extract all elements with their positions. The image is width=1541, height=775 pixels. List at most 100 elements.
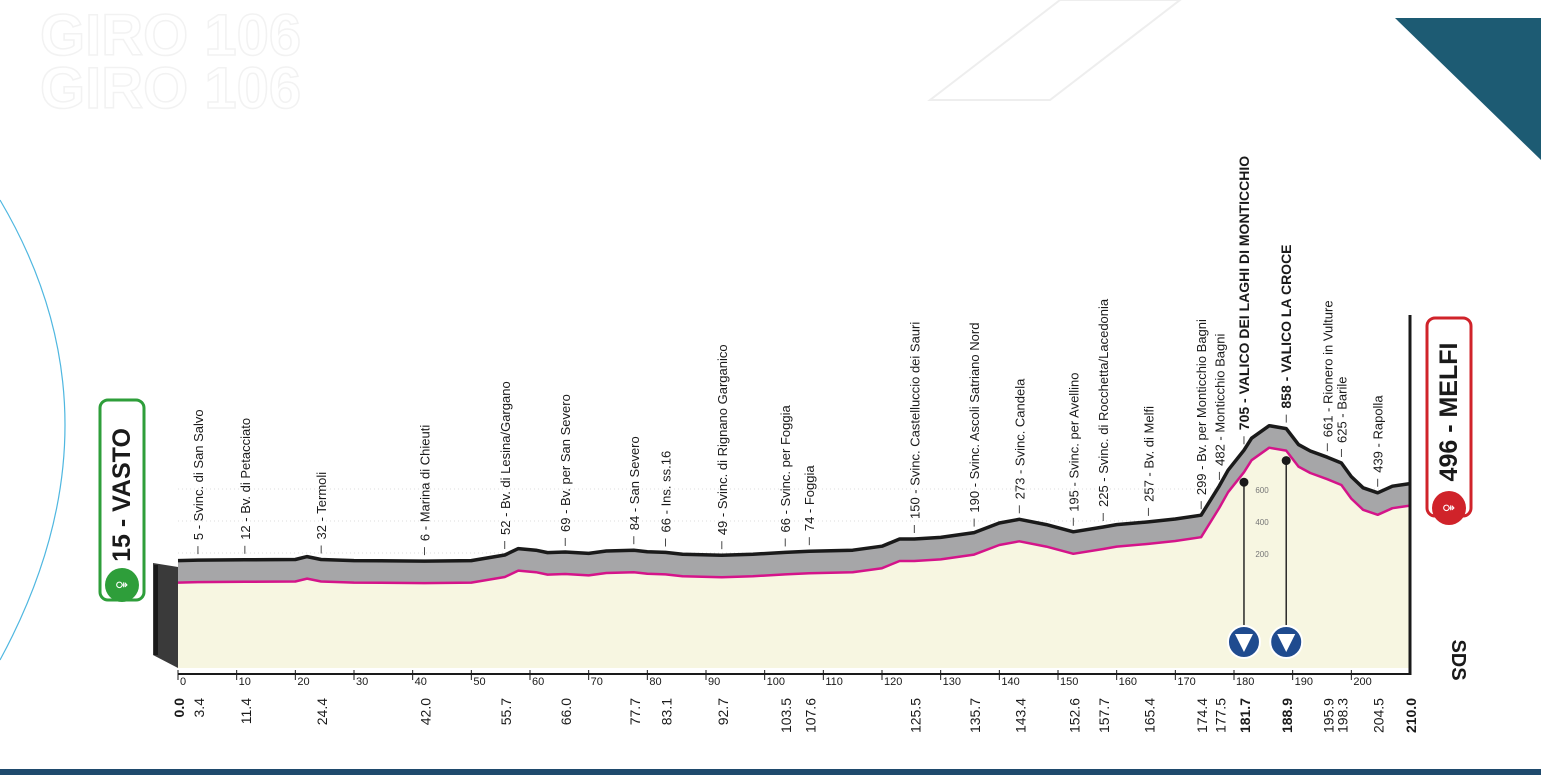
x-tick-label: 60: [532, 676, 544, 688]
location-label: 439 - Rapolla: [1371, 395, 1386, 473]
km-marker-label: 135.7: [967, 698, 983, 733]
finish-badge: ⚩ 496 - MELFI: [1425, 316, 1473, 525]
cyclist-finish-icon: [1432, 491, 1466, 525]
km-marker-label: 3.4: [191, 698, 207, 718]
x-tick-label: 170: [1177, 676, 1195, 688]
sds-logo: SDS: [1447, 639, 1469, 680]
location-label: 257 - Bv. di Melfi: [1141, 406, 1156, 502]
y-tick-label: 200: [1255, 550, 1269, 559]
km-marker-label: 181.7: [1237, 698, 1253, 733]
decor-triangle: [927, 0, 1182, 101]
x-tick-label: 30: [356, 676, 368, 688]
corner-texture-triangle: [1395, 18, 1541, 160]
km-marker-label: 165.4: [1141, 698, 1157, 733]
location-label: 49 - Svinc. di Rignano Garganico: [715, 344, 730, 535]
decor-arc-left: [0, 199, 66, 661]
km-marker-label: 125.5: [907, 698, 923, 733]
location-label: 225 - Svinc. di Rocchetta/Lacedonia: [1096, 298, 1111, 507]
km-marker-label: 83.1: [659, 698, 675, 725]
x-tick-label: 100: [767, 676, 785, 688]
km-marker-label: 103.5: [778, 698, 794, 733]
km-marker-label: 195.9: [1320, 698, 1336, 733]
location-label: 84 - San Severo: [627, 436, 642, 530]
x-tick-label: 70: [591, 676, 603, 688]
x-tick-label: 160: [1119, 676, 1137, 688]
x-tick-label: 130: [943, 676, 961, 688]
x-tick-label: 180: [1236, 676, 1254, 688]
km-marker-label: 107.6: [802, 698, 818, 733]
elevation-pink-line: [177, 446, 1411, 585]
location-label: 273 - Svinc. Candela: [1012, 378, 1027, 499]
sprint-pin-dot: [1239, 477, 1249, 487]
location-label: 32 - Termoli: [314, 472, 329, 540]
km-marker-label: 177.5: [1212, 698, 1228, 733]
km-marker-label: 92.7: [715, 698, 731, 725]
km-marker-label: 198.3: [1334, 698, 1350, 733]
start-block: [153, 563, 178, 668]
start-label: 15 - VASTO: [108, 428, 136, 562]
km-marker-label: 77.7: [627, 698, 643, 725]
watermark-giro: GIRO 106: [40, 56, 301, 121]
location-label: 6 - Marina di Chieuti: [417, 425, 432, 541]
x-tick-label: 140: [1001, 676, 1019, 688]
location-label: 74 - Foggia: [802, 465, 817, 532]
location-label: 5 - Svinc. di San Salvo: [191, 409, 206, 540]
cyclist-start-icon: [105, 568, 139, 602]
km-marker-label: 0.0: [171, 698, 187, 718]
y-tick-label: 400: [1255, 518, 1269, 527]
location-label: 705 - VALICO DEI LAGHI DI MONTICCHIO: [1236, 156, 1252, 430]
location-label: 195 - Svinc. per Avellino: [1066, 373, 1081, 512]
profile-plot: [153, 315, 1412, 675]
location-label: 482 - Monticchio Bagni: [1212, 334, 1227, 466]
road-line: [177, 423, 1411, 563]
location-label: 190 - Svinc. Ascoli Satriano Nord: [967, 323, 982, 513]
x-tick-label: 20: [297, 676, 309, 688]
x-tick-label: 0: [180, 676, 186, 688]
watermark-giro: GIRO 106: [40, 3, 301, 68]
location-label: 69 - Bv. per San Severo: [558, 394, 573, 532]
x-tick-label: 40: [415, 676, 427, 688]
bottom-bar: [0, 769, 1541, 775]
location-label: 661 - Rionero in Vulture: [1320, 300, 1335, 437]
cyclist-glyph: ⚩: [116, 578, 128, 594]
km-marker-label: 66.0: [558, 698, 574, 725]
x-tick-label: 80: [649, 676, 661, 688]
sprint-triangle-shape: [1234, 634, 1253, 652]
location-label: 66 - Svinc. per Foggia: [778, 404, 793, 532]
x-tick-label: 200: [1353, 676, 1371, 688]
location-label: 12 - Bv. di Petacciato: [238, 418, 253, 540]
x-tick-label: 50: [473, 676, 485, 688]
location-label: 52 - Bv. di Lesina/Gargano: [498, 381, 513, 535]
x-tick-label: 150: [1060, 676, 1078, 688]
location-label: 858 - VALICO LA CROCE: [1278, 244, 1294, 408]
x-tick-label: 10: [239, 676, 251, 688]
sprint-pin-dot: [1281, 456, 1291, 466]
start-badge: ⚩ 15 - VASTO: [98, 398, 146, 602]
location-labels: 5 - Svinc. di San Salvo 12 - Bv. di Petac…: [191, 156, 1386, 556]
km-marker-label: 210.0: [1403, 698, 1419, 733]
location-label: 66 - Ins. ss.16: [659, 451, 674, 533]
location-label: 150 - Svinc. Castelluccio dei Sauri: [907, 322, 922, 519]
x-tick-label: 190: [1295, 676, 1313, 688]
km-marker-label: 11.4: [238, 698, 254, 724]
y-tick-label: 600: [1255, 486, 1269, 495]
km-marker-label: 42.0: [417, 698, 433, 725]
x-tick-label: 90: [708, 676, 720, 688]
km-marker-label: 204.5: [1371, 698, 1387, 733]
finish-label: 496 - MELFI: [1435, 343, 1463, 482]
cyclist-glyph: ⚩: [1443, 501, 1455, 517]
km-marker-label: 152.6: [1066, 698, 1082, 733]
sprint-triangle-shape: [1277, 634, 1296, 652]
x-tick-label: 120: [884, 676, 902, 688]
km-marker-label: 157.7: [1096, 698, 1112, 733]
location-label: 625 - Barile: [1334, 377, 1349, 443]
km-marker-label: 174.4: [1194, 698, 1210, 733]
km-marker-label: 55.7: [498, 698, 514, 725]
km-markers: 0.0 3.4 11.4 24.4 42.0 55.7 66.0 77.7 83.1 92.7 10…: [171, 698, 1419, 733]
km-marker-label: 188.9: [1279, 698, 1295, 733]
x-tick-label: 110: [825, 676, 843, 688]
km-marker-label: 143.4: [1012, 698, 1028, 733]
start-finish-badges: ⚩ 15 - VASTO ⚩ 496 - MELFI: [98, 316, 1473, 602]
